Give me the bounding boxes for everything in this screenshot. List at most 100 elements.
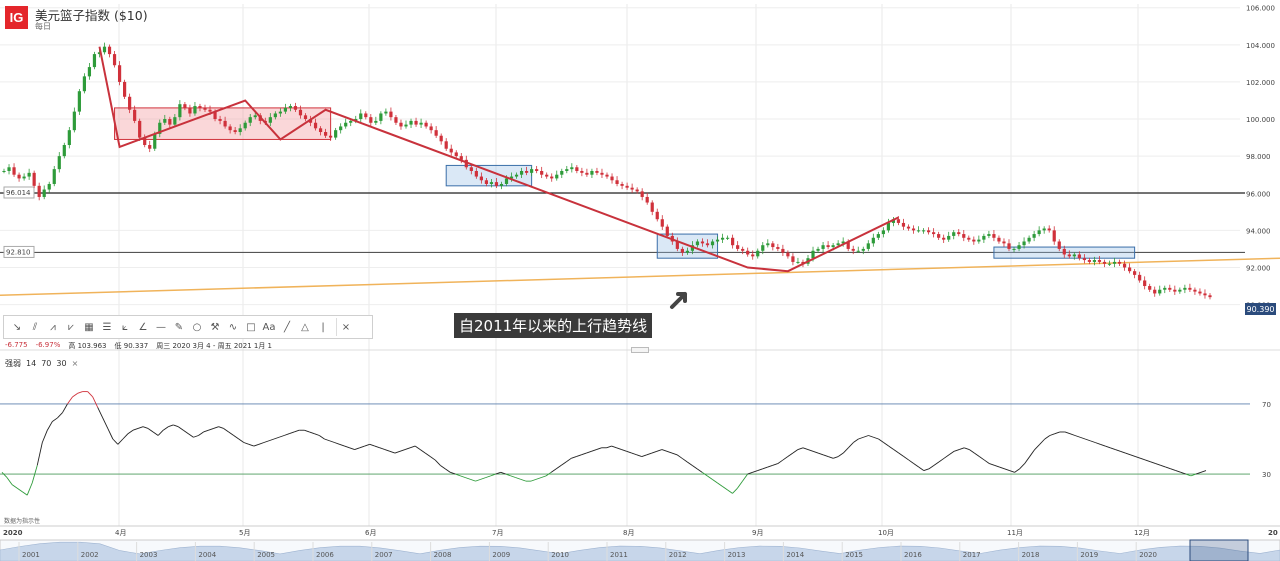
- candle-body: [22, 176, 26, 179]
- candle-body: [1032, 234, 1036, 238]
- candle-body: [419, 122, 423, 125]
- candle-body: [881, 230, 885, 235]
- level-label: 96.014: [6, 189, 31, 197]
- navigator-year-label: 2008: [434, 551, 452, 559]
- candle-body: [982, 235, 986, 240]
- rsi-segment: [1135, 456, 1141, 459]
- candle-body: [720, 237, 725, 240]
- candle-body: [173, 117, 177, 125]
- rsi-segment: [666, 450, 673, 454]
- candle-body: [942, 237, 946, 240]
- rsi-segment: [565, 457, 572, 463]
- rsi-segment: [938, 457, 945, 463]
- rsi-segment: [1155, 463, 1161, 466]
- candle-body: [1022, 241, 1026, 246]
- arrow-line-icon[interactable]: ↘: [12, 321, 22, 333]
- candle-body: [128, 96, 132, 110]
- close-icon[interactable]: ×: [336, 318, 355, 336]
- table-icon[interactable]: ☰: [102, 321, 112, 333]
- rsi-segment: [792, 449, 799, 454]
- candle-body: [1173, 289, 1177, 292]
- fib-fan-icon[interactable]: ⟀: [122, 321, 128, 333]
- rsi-segment: [581, 452, 587, 456]
- candle-body: [12, 167, 16, 175]
- candle-body: [384, 111, 388, 114]
- rectangle-icon[interactable]: □: [246, 321, 256, 333]
- candle-body: [1122, 263, 1127, 268]
- rsi-segment: [36, 442, 43, 466]
- candle-body: [42, 189, 46, 197]
- candle-body: [625, 185, 629, 188]
- candle-body: [359, 113, 363, 120]
- pencil-icon[interactable]: ✎: [174, 321, 184, 333]
- candle-body: [811, 250, 815, 259]
- rsi-segment: [193, 435, 199, 438]
- candle-body: [409, 120, 413, 125]
- candle-body: [494, 182, 499, 186]
- candle-body: [705, 243, 710, 246]
- rsi-segment: [918, 466, 925, 471]
- parallel-lines-icon[interactable]: ⫽: [32, 321, 38, 333]
- candle-body: [47, 183, 51, 190]
- multi-line-icon[interactable]: ⩘: [50, 321, 56, 333]
- rsi-segment: [137, 426, 144, 429]
- rsi-segment: [122, 433, 129, 440]
- candle-body: [665, 226, 669, 236]
- curve-icon[interactable]: ∿: [228, 321, 238, 333]
- rsi-param-period: 14: [26, 359, 37, 368]
- rsi-segment: [550, 468, 557, 473]
- candle-body: [635, 189, 639, 192]
- candle-body: [454, 152, 458, 157]
- panel-divider-handle[interactable]: [631, 347, 649, 353]
- zigzag-icon[interactable]: ⩗: [68, 321, 74, 333]
- rsi-segment: [696, 468, 703, 473]
- rsi-segment: [777, 459, 784, 464]
- rsi-segment: [324, 438, 330, 442]
- candle-body: [555, 174, 559, 179]
- triangle-icon[interactable]: △: [301, 321, 309, 333]
- candle-body: [444, 141, 448, 149]
- line-icon[interactable]: ╱: [283, 321, 291, 333]
- navigator-year-label: 2013: [728, 551, 746, 559]
- rsi-segment: [646, 452, 653, 456]
- rsi-segment: [606, 445, 612, 449]
- grid-icon[interactable]: ▦: [84, 321, 94, 333]
- rsi-segment: [1069, 433, 1076, 436]
- tool-icon[interactable]: ⚒: [210, 321, 220, 333]
- rsi-segment: [948, 450, 955, 456]
- rsi-segment: [1100, 443, 1106, 447]
- rsi-segment: [278, 435, 285, 438]
- candle-body: [1057, 241, 1061, 249]
- text-icon[interactable]: Aa: [262, 321, 276, 333]
- circle-icon[interactable]: ○: [192, 321, 202, 333]
- rsi-segment: [651, 450, 658, 454]
- candle-body: [464, 159, 468, 168]
- rsi-segment: [1125, 452, 1131, 456]
- vertical-line-icon[interactable]: |: [321, 321, 325, 333]
- candle-body: [469, 167, 473, 171]
- candle-body: [530, 169, 534, 173]
- candle-body: [183, 104, 187, 108]
- rsi-segment: [465, 477, 471, 480]
- rsi-segment: [480, 477, 486, 480]
- candle-body: [198, 106, 202, 108]
- candle-body: [489, 182, 494, 184]
- horizontal-line-icon[interactable]: —: [156, 321, 166, 333]
- candle-body: [871, 237, 875, 244]
- rsi-segment: [676, 454, 683, 459]
- candle-body: [329, 135, 333, 138]
- range-box-red: [114, 107, 332, 140]
- rsi-segment: [203, 429, 209, 433]
- candle-body: [318, 128, 323, 133]
- rsi-segment: [1110, 447, 1116, 450]
- time-axis-tick: 4月: [115, 529, 126, 537]
- candle-body: [334, 130, 338, 138]
- close-icon[interactable]: ×: [71, 359, 79, 368]
- rsi-segment: [263, 440, 270, 443]
- rsi-segment: [883, 442, 889, 447]
- rsi-segment: [964, 447, 970, 450]
- candle-body: [1168, 287, 1172, 290]
- candle-body: [957, 232, 961, 235]
- angle-icon[interactable]: ∠: [138, 321, 148, 333]
